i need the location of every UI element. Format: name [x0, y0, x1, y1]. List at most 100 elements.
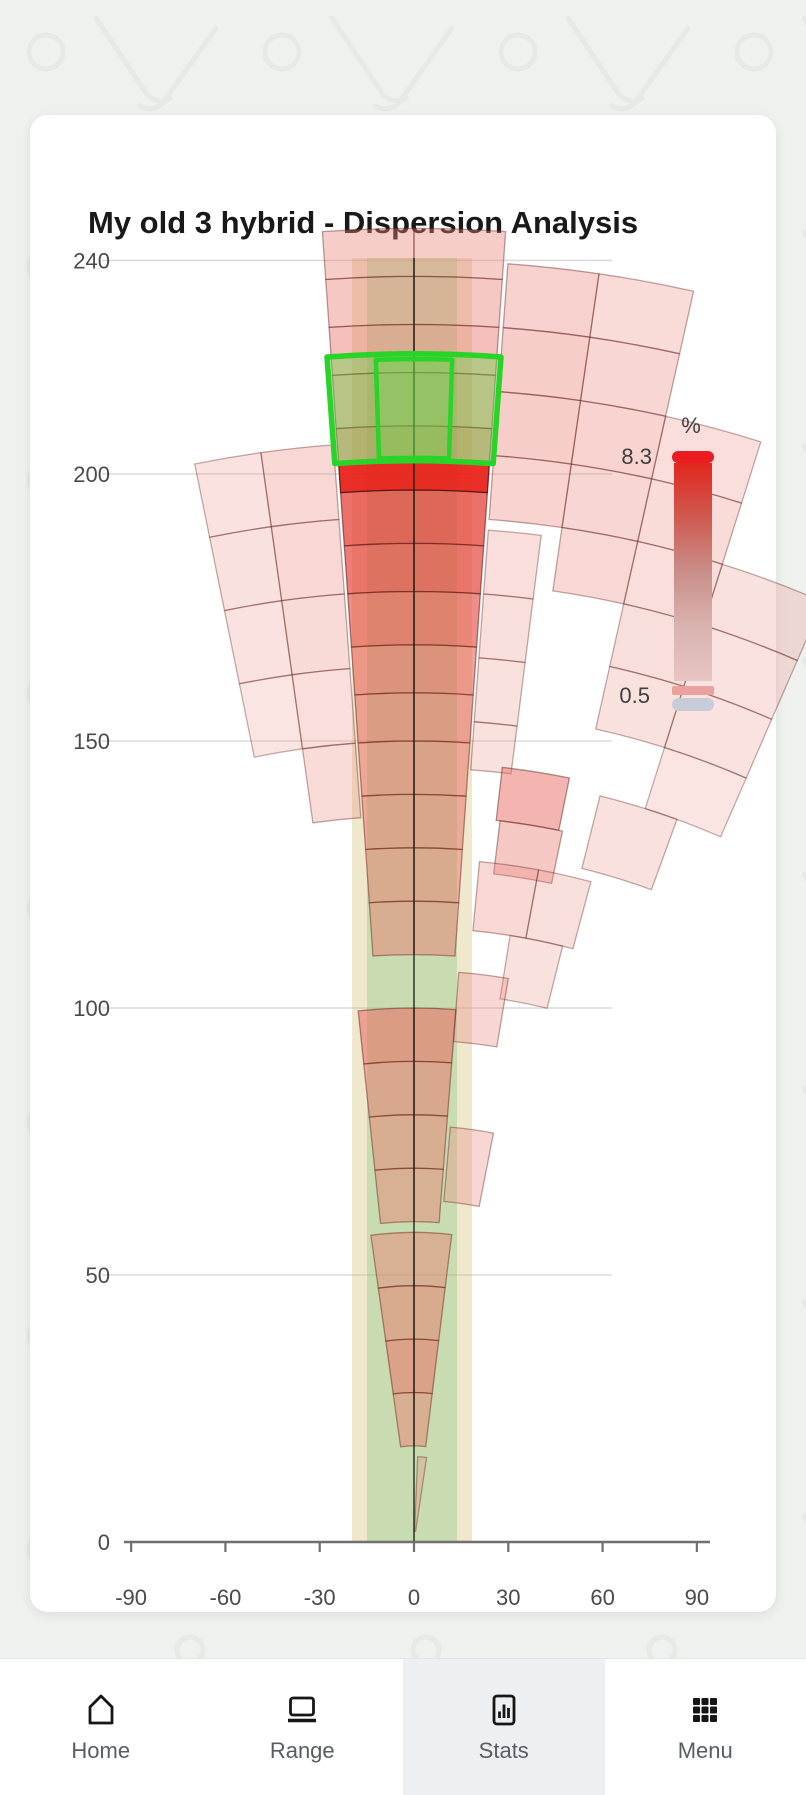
heatmap-cell [413, 323, 500, 377]
heatmap-cell [702, 563, 806, 662]
heatmap-cell [413, 1007, 457, 1064]
heatmap-cell [260, 444, 340, 528]
heatmap-cell [470, 721, 518, 775]
heatmap-cell [368, 1114, 415, 1171]
y-tick-label: 0 [98, 1530, 110, 1555]
heatmap-cell [413, 1167, 444, 1224]
target-zone-outer [324, 351, 504, 467]
heatmap-cell [343, 542, 415, 595]
heatmap-cell [280, 593, 351, 676]
heatmap-cell [347, 590, 415, 648]
heatmap-cell [413, 1231, 453, 1289]
heatmap-cell [413, 847, 464, 904]
heatmap-cell [363, 1060, 415, 1118]
bottom-nav: Home Range Stats Menu [0, 1658, 806, 1795]
heatmap-cell [413, 227, 507, 281]
heatmap-cell [525, 869, 592, 950]
home-icon [88, 1694, 114, 1724]
heatmap-cell [589, 273, 695, 355]
legend-unit-label: % [681, 413, 701, 438]
nav-label-range: Range [269, 1737, 335, 1763]
heatmap-cell [223, 599, 293, 685]
heatmap-cell [495, 766, 571, 832]
range-icon [288, 1696, 317, 1722]
x-tick-label: -30 [304, 1585, 336, 1610]
x-tick-label: 0 [408, 1585, 420, 1610]
heatmap-cell [502, 263, 600, 338]
heatmap-cell [488, 454, 573, 529]
heatmap-cell [570, 399, 667, 480]
heatmap-cell [270, 518, 346, 602]
y-tick-label: 150 [73, 729, 110, 754]
heatmap-cell [357, 1007, 415, 1065]
heatmap-cell [413, 1338, 440, 1395]
heatmap-cell [364, 847, 415, 904]
heatmap-cell [354, 692, 415, 744]
legend-max-label: 8.3 [621, 444, 652, 469]
heatmap-cell [497, 327, 591, 402]
nav-item-home[interactable]: Home [0, 1659, 202, 1795]
x-tick-label: 60 [590, 1585, 614, 1610]
heatmap-cell [594, 665, 685, 749]
heatmap-cell [325, 275, 415, 329]
nav-label-home: Home [71, 1737, 131, 1763]
heatmap-cell [193, 451, 273, 539]
heatmap-cell [413, 1060, 453, 1117]
heatmap-cell [339, 489, 415, 547]
heatmap-cell [443, 1126, 495, 1208]
x-tick-label: -60 [210, 1585, 242, 1610]
nav-item-menu[interactable]: Menu [605, 1659, 806, 1795]
heatmap-cell [493, 391, 582, 465]
heatmap-cell [492, 820, 564, 885]
heatmap-cell [478, 593, 534, 664]
heatmap-cell [301, 742, 362, 824]
heatmap-cell [370, 1231, 415, 1289]
legend-min-label: 0.5 [619, 683, 650, 708]
heatmap-cell [413, 740, 471, 797]
heatmap-cell [321, 227, 415, 281]
y-tick-label: 240 [73, 248, 110, 273]
heatmap-cell [361, 793, 415, 851]
heatmap-cell [291, 667, 356, 750]
heatmap-cell [413, 644, 478, 696]
heatmap-cell [350, 644, 415, 696]
x-tick-label: 30 [496, 1585, 520, 1610]
heatmap-cell [374, 1167, 415, 1225]
heatmap-cell [413, 275, 503, 329]
heatmap-cell [473, 657, 526, 727]
heatmap-cell [413, 692, 474, 744]
menu-grid-icon [693, 1697, 718, 1722]
heatmap-cell [452, 971, 510, 1048]
heatmap-cell [581, 795, 678, 891]
nav-label-menu: Menu [677, 1737, 733, 1763]
nav-label-stats: Stats [478, 1737, 529, 1763]
heatmap-cell [561, 463, 653, 543]
heatmap-cell [413, 542, 485, 595]
y-tick-label: 50 [86, 1263, 110, 1288]
heatmap-cell [413, 1391, 433, 1448]
legend-bottom-cap [672, 698, 714, 711]
nav-item-stats[interactable]: Stats [403, 1659, 605, 1795]
heatmap-cell [552, 526, 639, 605]
page-title: My old 3 hybrid - Dispersion Analysis [88, 205, 639, 240]
heatmap-cell [368, 900, 415, 957]
legend-top-cap [672, 451, 714, 463]
dispersion-chart[interactable]: -90 -60 -30 0 30 60 90 0 50 100 150 200 240% 8.3 0.5 [0, 0, 806, 1660]
nav-item-range[interactable]: Range [202, 1659, 404, 1795]
heatmap-cell [357, 740, 415, 797]
heatmap-cell [413, 793, 467, 851]
heatmap-cell [413, 900, 460, 957]
heatmap-cell [579, 336, 681, 418]
y-tick-label: 100 [73, 996, 110, 1021]
heatmap-cell [472, 860, 540, 939]
heatmap-cell [413, 489, 489, 547]
heatmap-cell [482, 529, 542, 600]
heatmap-cell [644, 746, 748, 838]
y-tick-label: 200 [73, 462, 110, 487]
stats-icon [492, 1694, 516, 1725]
heatmap-cell [499, 934, 564, 1010]
heatmap-cell [208, 525, 283, 612]
x-tick-label: -90 [115, 1585, 147, 1610]
x-tick-label: 90 [685, 1585, 709, 1610]
legend-gradient-bar [674, 463, 712, 681]
